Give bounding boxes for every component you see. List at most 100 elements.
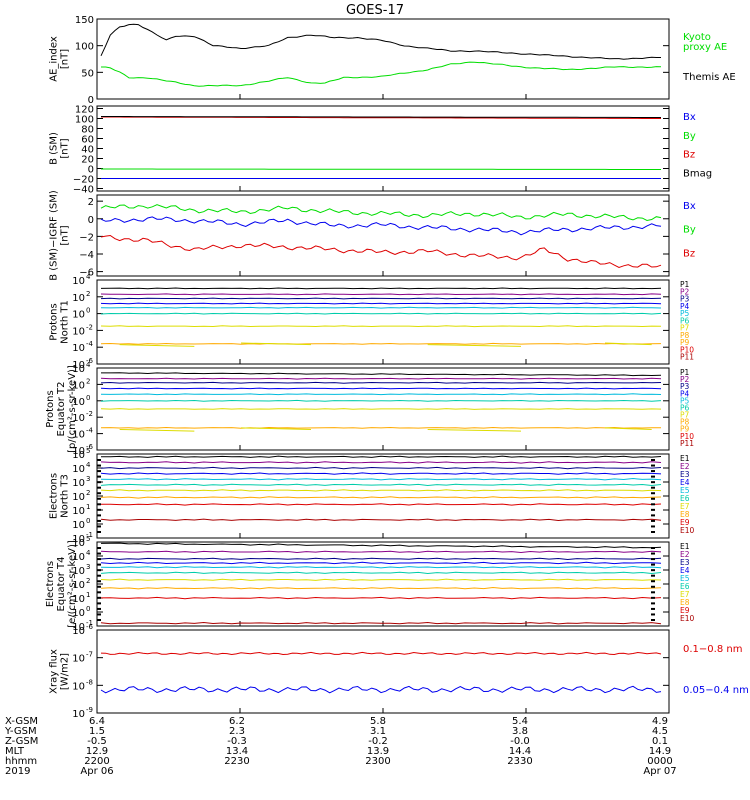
legend-label: E6 [680, 494, 690, 503]
y-tick-exponent: -6 [86, 623, 94, 631]
y-tick-label: 60 [81, 135, 94, 146]
legend-label: 0.05−0.4 nm [683, 685, 749, 696]
series-line [100, 216, 662, 236]
footer-value: 3.8 [512, 726, 528, 737]
footer-value: Apr 06 [80, 766, 113, 777]
y-tick-label: 10 [72, 492, 85, 503]
footer-row-label: 2019 [5, 766, 30, 777]
y-axis-label: Electrons [49, 473, 60, 519]
y-tick-label: 2 [88, 197, 94, 208]
footer-value: 0000 [647, 756, 672, 767]
y-tick-label: 10 [72, 464, 85, 475]
y-tick-exponent: 2 [86, 489, 90, 497]
y-tick-label: 10 [72, 552, 85, 563]
footer-value: 1.5 [89, 726, 105, 737]
y-tick-label: 10 [72, 506, 85, 517]
y-tick-label: 10 [72, 622, 85, 633]
legend-label: E9 [680, 606, 690, 615]
y-tick-label: −20 [73, 175, 94, 186]
sparse-segment [119, 344, 195, 347]
channel-line [100, 472, 662, 475]
y-tick-label: 100 [75, 42, 94, 53]
y-tick-exponent: 4 [86, 461, 91, 469]
y-tick-label: 100 [75, 115, 94, 126]
xray-line [100, 685, 662, 694]
channel-line [100, 287, 662, 290]
sparse-segment [604, 342, 652, 346]
panel-5: Protons Equator T2 [p/(cm²-s-sr-keV)]10 410… [45, 361, 694, 457]
series-line [101, 116, 661, 119]
footer-value: 6.4 [89, 716, 105, 727]
channel-line [100, 496, 662, 499]
y-axis-label: North T3 [60, 474, 71, 518]
footer-value: 5.4 [512, 716, 528, 727]
y-tick-label: 10 [72, 326, 85, 337]
legend-label: Themis AE [682, 72, 736, 83]
y-axis-label: Xray flux [49, 649, 60, 694]
channel-line [100, 342, 662, 345]
channel-line [100, 565, 662, 569]
y-tick-label: 150 [75, 15, 94, 26]
channel-line [100, 302, 662, 305]
legend-label: P7 [680, 324, 690, 333]
footer-value: 14.4 [509, 746, 531, 757]
orbit-footer: X-GSM 6.4 6.2 5.8 5.4 4.9 Y-GSM 1.5 2.3 3.1 3.8 4.5… [4, 716, 677, 777]
y-tick-label: 10 [72, 310, 85, 321]
legend-label: E3 [680, 558, 690, 567]
legend-label: P1 [680, 280, 690, 289]
y-axis-label: B (SM)−IGRF (SM) [49, 190, 60, 281]
sparse-segment [240, 342, 312, 346]
series-line [100, 23, 661, 60]
sparse-segment [427, 429, 522, 432]
panel-frame [96, 629, 670, 714]
legend-label: P2 [680, 375, 690, 384]
legend-label: P4 [680, 389, 690, 398]
y-tick-label: 10 [72, 709, 85, 720]
channel-line [100, 393, 662, 396]
series-line [100, 234, 662, 269]
legend-label: P3 [680, 382, 690, 391]
y-tick-label: 10 [72, 380, 85, 391]
y-tick-label: 10 [72, 364, 85, 375]
legend-label: P5 [680, 396, 690, 405]
legend-label: By [683, 225, 696, 236]
panel-frame [96, 18, 670, 100]
footer-value: -0.3 [227, 736, 247, 747]
channel-line [100, 557, 662, 561]
y-tick-label: 10 [72, 360, 85, 371]
y-tick-exponent: 0 [86, 394, 90, 402]
footer-value: 0.1 [652, 736, 668, 747]
footer-value: Apr 07 [643, 766, 676, 777]
series-line [101, 168, 661, 170]
legend-label: P8 [680, 331, 690, 340]
y-tick-label: 10 [72, 430, 85, 441]
footer-value: 12.9 [86, 746, 108, 757]
channel-line [100, 561, 662, 565]
y-tick-label: 10 [72, 681, 85, 692]
footer-value: -0.2 [368, 736, 388, 747]
footer-value: 3.1 [370, 726, 386, 737]
y-axis-label: [e/(cm²-s-sr-keV)] [67, 540, 78, 628]
y-tick-label: 10 [72, 413, 85, 424]
y-axis-label: [p/(cm²-s-sr-keV)] [67, 365, 78, 453]
channel-line [100, 483, 662, 487]
channel-line [100, 455, 662, 458]
panel-frame [96, 279, 670, 365]
y-tick-exponent: -7 [86, 651, 93, 659]
y-axis-label: [nT] [60, 49, 71, 69]
legend-label: P10 [680, 345, 694, 354]
legend-label: Bz [683, 150, 695, 161]
legend-label: E7 [680, 590, 690, 599]
y-tick-exponent: -6 [86, 443, 94, 451]
y-tick-label: 10 [72, 293, 85, 304]
channel-line [100, 489, 662, 492]
y-axis-label: Electrons [45, 561, 56, 607]
legend-label: E6 [680, 582, 690, 591]
y-tick-exponent: 0 [86, 605, 90, 613]
sparse-segment [119, 429, 195, 432]
channel-line [100, 381, 662, 384]
footer-value: 4.5 [652, 726, 668, 737]
y-axis-label: [W/m2] [60, 653, 71, 690]
